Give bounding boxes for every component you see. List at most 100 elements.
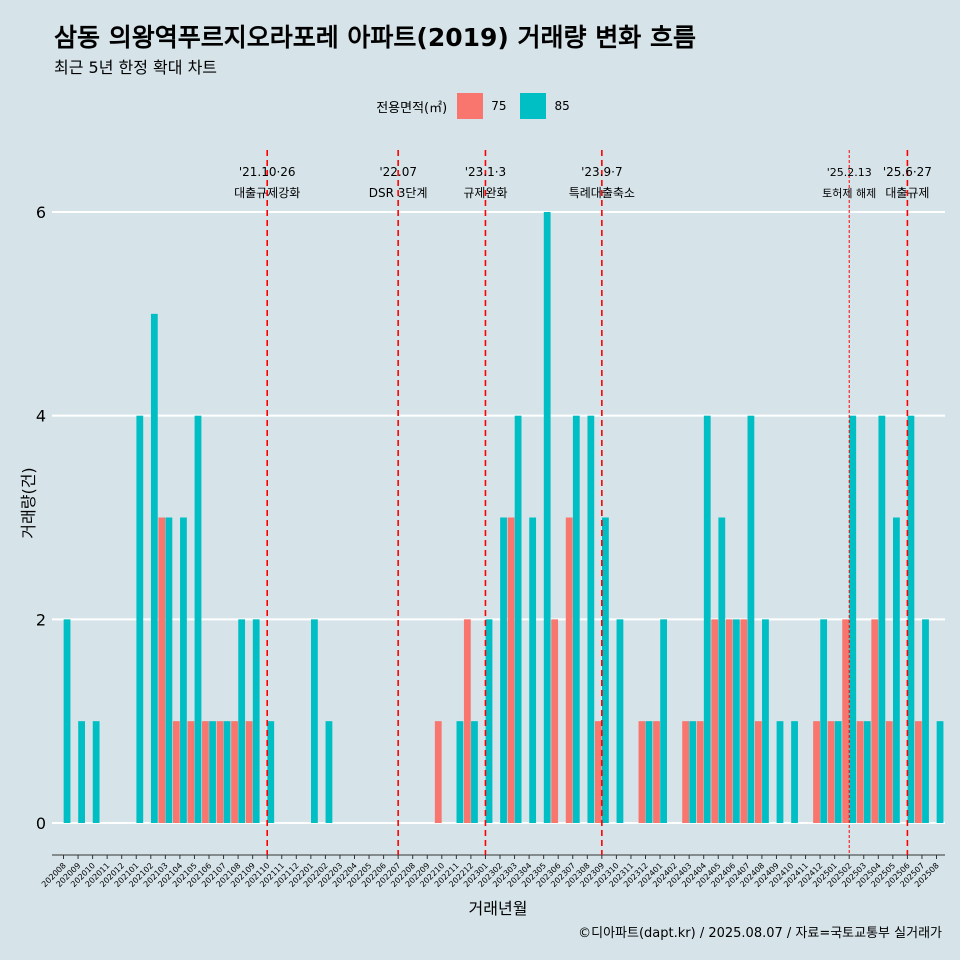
bar-85-202106 bbox=[209, 721, 216, 823]
bar-75-202307 bbox=[565, 517, 573, 823]
legend-swatch-75 bbox=[457, 93, 484, 119]
bar-75-202106 bbox=[202, 721, 209, 823]
y-tick-label: 6 bbox=[36, 203, 46, 222]
bar-75-202403 bbox=[682, 721, 689, 823]
annotation-date: '21.10·26 bbox=[239, 165, 296, 179]
bar-85-202103 bbox=[165, 517, 173, 823]
bar-75-202109 bbox=[245, 721, 253, 823]
annotation-label: 토허제 해제 bbox=[822, 186, 876, 200]
bar-75-202406 bbox=[725, 619, 733, 823]
legend-label-75: 75 bbox=[491, 99, 507, 113]
legend-label-85: 85 bbox=[554, 99, 570, 113]
bar-75-202505 bbox=[885, 721, 893, 823]
bar-85-202412 bbox=[820, 619, 828, 823]
bar-85-202312 bbox=[645, 721, 653, 823]
bar-75-202408 bbox=[754, 721, 762, 823]
annotation-date: '22.07 bbox=[379, 165, 417, 179]
bar-75-202303 bbox=[507, 517, 515, 823]
bar-85-202502 bbox=[849, 415, 857, 823]
bar-85-202302 bbox=[500, 517, 507, 823]
bar-85-202401 bbox=[660, 619, 667, 823]
bar-75-202105 bbox=[187, 721, 195, 823]
bar-75-202407 bbox=[740, 619, 748, 823]
bar-85-202008 bbox=[63, 619, 71, 823]
annotation-label: 대출규제강화 bbox=[234, 186, 300, 200]
bar-75-202503 bbox=[856, 721, 864, 823]
annotation-label: 대출규제 bbox=[885, 186, 929, 200]
bar-85-202508 bbox=[936, 721, 944, 823]
bar-85-202405 bbox=[718, 517, 726, 823]
bar-75-202306 bbox=[551, 619, 559, 823]
bar-75-202210 bbox=[434, 721, 442, 823]
bar-85-202202 bbox=[325, 721, 333, 823]
bar-85-202109 bbox=[252, 619, 260, 823]
bar-75-202404 bbox=[696, 721, 704, 823]
bar-85-202110 bbox=[267, 721, 275, 823]
bar-85-202305 bbox=[543, 212, 551, 823]
legend: 전용면적(㎡) 75 85 bbox=[0, 93, 960, 119]
bar-85-202201 bbox=[311, 619, 318, 823]
bar-75-202504 bbox=[871, 619, 879, 823]
y-tick-label: 0 bbox=[36, 814, 46, 833]
bar-85-202504 bbox=[878, 415, 886, 823]
annotation-date: '23.9·7 bbox=[581, 165, 622, 179]
bar-85-202104 bbox=[180, 517, 187, 823]
annotation-date: '23.1·3 bbox=[465, 165, 506, 179]
legend-swatch-85 bbox=[520, 93, 547, 119]
bar-75-202108 bbox=[231, 721, 238, 823]
bar-85-202010 bbox=[92, 721, 100, 823]
bar-85-202101 bbox=[136, 415, 144, 823]
bar-85-202211 bbox=[456, 721, 464, 823]
bar-75-202507 bbox=[915, 721, 922, 823]
bar-85-202102 bbox=[150, 313, 158, 823]
bar-75-202412 bbox=[813, 721, 820, 823]
annotation-date: '25.2.13 bbox=[827, 166, 872, 179]
bar-75-202104 bbox=[172, 721, 180, 823]
bar-85-202301 bbox=[485, 619, 493, 823]
legend-title: 전용면적(㎡) bbox=[376, 100, 448, 116]
bar-75-202212 bbox=[463, 619, 471, 823]
bar-85-202503 bbox=[863, 721, 871, 823]
bar-85-202304 bbox=[529, 517, 537, 823]
bar-75-202501 bbox=[827, 721, 835, 823]
bar-75-202107 bbox=[216, 721, 224, 823]
bar-85-202009 bbox=[78, 721, 85, 823]
bar-85-202108 bbox=[238, 619, 246, 823]
bar-85-202507 bbox=[922, 619, 929, 823]
bar-85-202407 bbox=[747, 415, 755, 823]
bar-85-202105 bbox=[194, 415, 202, 823]
annotation-label: 특례대출축소 bbox=[569, 186, 635, 200]
bar-75-202405 bbox=[711, 619, 719, 823]
chart-subtitle: 최근 5년 한정 확대 차트 bbox=[54, 58, 218, 77]
bar-75-202502 bbox=[842, 619, 850, 823]
bar-75-202312 bbox=[638, 721, 646, 823]
source-caption: ©디아파트(dapt.kr) / 2025.08.07 / 자료=국토교통부 실… bbox=[578, 926, 942, 941]
bar-85-202410 bbox=[791, 721, 798, 823]
bar-75-202401 bbox=[653, 721, 660, 823]
bar-85-202406 bbox=[732, 619, 740, 823]
bar-85-202307 bbox=[572, 415, 580, 823]
bar-85-202310 bbox=[616, 619, 624, 823]
bar-85-202506 bbox=[907, 415, 915, 823]
bar-75-202103 bbox=[158, 517, 166, 823]
y-axis-title: 거래량(건) bbox=[19, 467, 38, 538]
bar-85-202303 bbox=[514, 415, 522, 823]
y-tick-label: 2 bbox=[36, 610, 46, 629]
bar-85-202408 bbox=[762, 619, 769, 823]
bar-85-202309 bbox=[602, 517, 609, 823]
bar-85-202107 bbox=[223, 721, 231, 823]
annotation-label: 규제완화 bbox=[463, 186, 507, 200]
annotation-date: '25.6·27 bbox=[883, 165, 932, 179]
bar-75-202309 bbox=[594, 721, 602, 823]
bar-85-202505 bbox=[893, 517, 900, 823]
annotation-label: DSR 3단계 bbox=[369, 186, 428, 200]
bar-85-202212 bbox=[471, 721, 478, 823]
bar-85-202404 bbox=[703, 415, 711, 823]
bar-85-202308 bbox=[587, 415, 595, 823]
chart-title: 삼동 의왕역푸르지오라포레 아파트(2019) 거래량 변화 흐름 bbox=[54, 23, 696, 52]
bar-85-202409 bbox=[776, 721, 784, 823]
x-axis-title: 거래년월 bbox=[469, 899, 528, 918]
y-tick-label: 4 bbox=[36, 407, 46, 426]
bar-85-202403 bbox=[689, 721, 697, 823]
